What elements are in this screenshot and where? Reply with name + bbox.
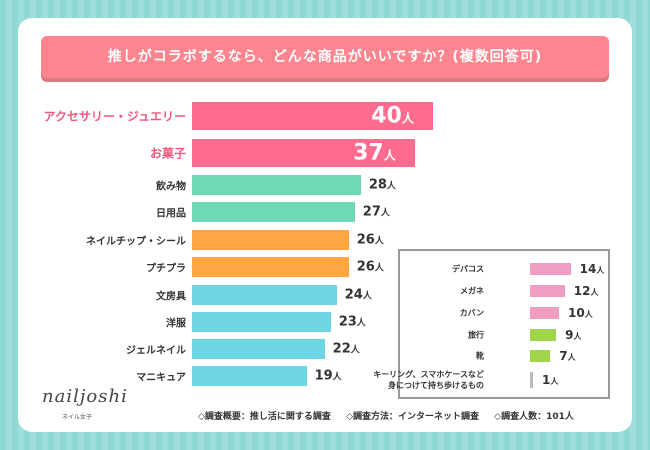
category-label: 洋服 bbox=[166, 318, 186, 330]
value-label: 22人 bbox=[332, 341, 360, 357]
value-label: 9人 bbox=[565, 328, 582, 342]
category-label: お菓子 bbox=[149, 146, 186, 161]
bar bbox=[192, 202, 355, 222]
bar bbox=[530, 329, 557, 341]
bar bbox=[530, 307, 559, 319]
bar bbox=[192, 230, 349, 250]
bar bbox=[530, 350, 551, 362]
value-label: 14人 bbox=[579, 262, 605, 276]
value-label: 40人 bbox=[371, 103, 414, 129]
category-label: カバン bbox=[459, 308, 484, 318]
logo-subtitle: ネイル女子 bbox=[62, 414, 93, 421]
value-label: 28人 bbox=[368, 177, 396, 193]
bar bbox=[192, 285, 337, 305]
value-label: 1人 bbox=[542, 373, 559, 387]
bar bbox=[192, 312, 331, 332]
chart-title: 推しがコラボするなら、どんな商品がいいですか？(複数回答可) bbox=[41, 36, 609, 78]
inset-chart: デパコス 14人メガネ 12人カバン 10人旅行 9人靴 7人キーリング、スマホケースなど… bbox=[373, 249, 610, 399]
value-label: 26人 bbox=[356, 232, 384, 248]
bar bbox=[192, 339, 325, 359]
category-label: 靴 bbox=[476, 351, 484, 361]
value-label: 37人 bbox=[353, 140, 396, 166]
logo: nailjoshi bbox=[42, 386, 128, 407]
footer: ◇調査概要：推し活に関する調査 ◇調査方法：インターネット調査 ◇調査人数：10… bbox=[198, 409, 586, 422]
value-label: 12人 bbox=[573, 284, 599, 298]
category-label: 日用品 bbox=[156, 208, 186, 220]
category-label: ネイルチップ・シール bbox=[86, 236, 186, 248]
bar bbox=[192, 175, 361, 195]
category-label: 旅行 bbox=[468, 330, 484, 340]
bar bbox=[192, 366, 307, 386]
footer-method: ◇調査方法：インターネット調査 bbox=[346, 412, 480, 422]
category-label: デパコス bbox=[452, 264, 484, 274]
value-label: 10人 bbox=[568, 306, 593, 320]
bar bbox=[530, 263, 571, 275]
category-label: プチプラ bbox=[146, 263, 186, 275]
category-label: メガネ bbox=[460, 286, 484, 296]
category-label: 文房具 bbox=[156, 291, 186, 303]
footer-count: ◇調査人数：101人 bbox=[494, 412, 574, 422]
bar bbox=[192, 102, 434, 130]
category-label: 飲み物 bbox=[156, 181, 186, 193]
value-label: 23人 bbox=[338, 314, 366, 330]
value-label: 7人 bbox=[559, 349, 576, 363]
category-label: アクセサリー・ジュエリー bbox=[43, 109, 186, 124]
value-label: 26人 bbox=[356, 259, 384, 275]
bar bbox=[530, 285, 565, 297]
category-label: マニキュア bbox=[136, 372, 186, 384]
category-label: ジェルネイル bbox=[126, 345, 186, 357]
footer-summary: ◇調査概要：推し活に関する調査 bbox=[198, 412, 331, 422]
bar bbox=[192, 257, 349, 277]
value-label: 27人 bbox=[362, 204, 390, 220]
value-label: 24人 bbox=[344, 287, 372, 303]
value-label: 19人 bbox=[314, 368, 342, 384]
category-label: キーリング、スマホケースなど 身につけて持ち歩けるもの bbox=[373, 370, 484, 390]
bar bbox=[530, 372, 533, 388]
bar bbox=[192, 139, 416, 167]
